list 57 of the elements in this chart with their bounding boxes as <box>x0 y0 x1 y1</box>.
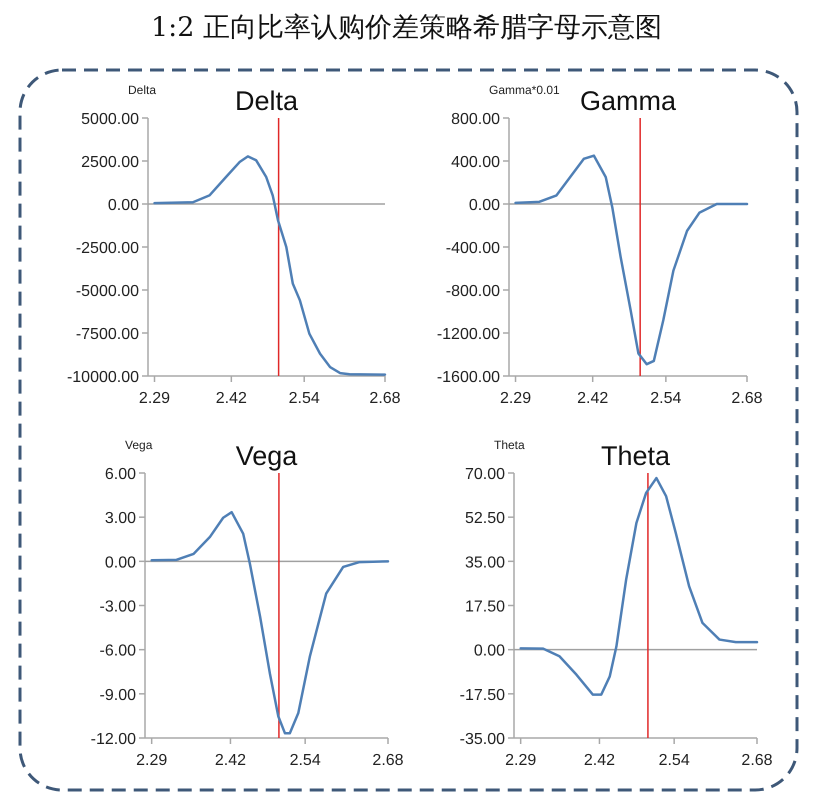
x-tick-label: 2.42 <box>577 390 608 407</box>
y-tick-label: 52.50 <box>464 510 506 528</box>
y-tick-label: 0.00 <box>468 197 500 214</box>
x-tick-label: 2.68 <box>741 752 773 769</box>
chart-title: Theta <box>600 441 672 471</box>
y-tick-label: -17.50 <box>460 686 506 704</box>
y-axis-title: Gamma*0.01 <box>489 83 560 97</box>
y-tick-label: -35.00 <box>460 731 506 748</box>
y-tick-label: -12.00 <box>90 731 136 748</box>
x-tick-label: 2.68 <box>731 390 763 407</box>
x-tick-label: 2.42 <box>214 752 246 769</box>
x-tick-label: 2.54 <box>658 752 690 769</box>
y-tick-label: -2500.00 <box>76 240 140 257</box>
y-tick-label: -3.00 <box>100 598 136 616</box>
chart-title: Vega <box>236 441 298 471</box>
y-tick-label: -10000.00 <box>66 369 140 386</box>
x-tick-label: 2.29 <box>500 390 532 407</box>
y-tick-label: 0.00 <box>474 642 506 660</box>
line-series <box>150 510 390 735</box>
x-tick-label: 2.68 <box>372 752 404 769</box>
x-tick-label: 2.29 <box>505 752 536 769</box>
y-tick-label: -9.00 <box>100 686 136 704</box>
line-series <box>153 155 386 376</box>
y-tick-label: 6.00 <box>104 466 136 483</box>
x-tick-label: 2.54 <box>290 752 321 769</box>
chart-title: Delta <box>234 86 299 116</box>
x-tick-label: 2.29 <box>136 752 168 769</box>
x-tick-label: 2.42 <box>584 752 616 769</box>
y-tick-label: -7500.00 <box>76 326 140 343</box>
x-tick-label: 2.29 <box>138 390 170 407</box>
y-tick-label: 2500.00 <box>81 154 140 171</box>
y-tick-label: -800.00 <box>446 283 500 300</box>
y-axis-title: Delta <box>128 83 156 97</box>
y-tick-label: -6.00 <box>100 642 136 660</box>
chart-title: Gamma <box>580 86 677 116</box>
y-tick-label: 70.00 <box>464 466 506 483</box>
y-tick-label: -5000.00 <box>76 283 140 300</box>
y-tick-label: 0.00 <box>108 197 140 214</box>
y-tick-label: -1200.00 <box>436 326 500 343</box>
y-tick-label: 0.00 <box>104 554 136 572</box>
x-tick-label: 2.54 <box>288 390 320 407</box>
x-tick-label: 2.42 <box>216 390 248 407</box>
x-tick-label: 2.54 <box>650 390 682 407</box>
y-tick-label: -400.00 <box>446 240 500 257</box>
y-tick-label: 3.00 <box>104 510 136 528</box>
y-tick-label: 35.00 <box>464 554 506 572</box>
y-tick-label: 400.00 <box>451 154 500 171</box>
y-tick-label: -1600.00 <box>436 369 500 386</box>
text: 1:2 正向比率认购价差策略希腊字母示意图 <box>150 12 662 43</box>
y-tick-label: 800.00 <box>451 111 500 128</box>
y-tick-label: 17.50 <box>464 598 506 616</box>
x-tick-label: 2.68 <box>369 390 401 407</box>
line-series <box>519 476 758 696</box>
line-series <box>514 154 748 366</box>
y-axis-title: Vega <box>125 438 153 452</box>
y-axis-title: Theta <box>494 438 526 452</box>
y-tick-label: 5000.00 <box>81 111 140 128</box>
